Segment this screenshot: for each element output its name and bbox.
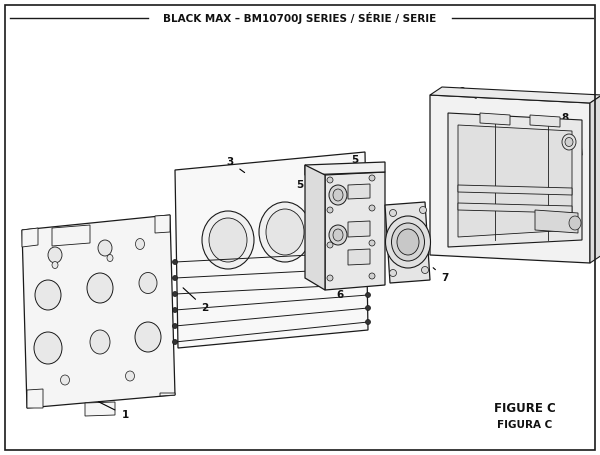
Ellipse shape [136, 238, 145, 249]
Ellipse shape [61, 375, 70, 385]
Polygon shape [535, 210, 578, 233]
Polygon shape [530, 115, 560, 127]
Ellipse shape [35, 280, 61, 310]
Ellipse shape [329, 185, 347, 205]
Text: 8: 8 [562, 113, 569, 132]
Ellipse shape [209, 218, 247, 262]
Ellipse shape [369, 205, 375, 211]
Ellipse shape [329, 225, 347, 245]
Polygon shape [385, 202, 430, 283]
Ellipse shape [319, 205, 351, 245]
Ellipse shape [327, 275, 333, 281]
Polygon shape [22, 228, 38, 247]
Ellipse shape [369, 240, 375, 246]
Polygon shape [480, 113, 510, 125]
Text: BLACK MAX – BM10700J SERIES / SÉRIE / SERIE: BLACK MAX – BM10700J SERIES / SÉRIE / SE… [163, 12, 437, 24]
Text: FIGURE C: FIGURE C [494, 401, 556, 415]
Polygon shape [458, 125, 572, 237]
Ellipse shape [173, 292, 178, 297]
Ellipse shape [365, 266, 371, 271]
Polygon shape [448, 113, 582, 247]
Text: 6: 6 [337, 282, 345, 300]
Text: 4: 4 [304, 198, 318, 210]
Ellipse shape [259, 202, 311, 262]
Ellipse shape [392, 223, 425, 261]
Ellipse shape [333, 189, 343, 201]
Text: 1: 1 [99, 402, 128, 420]
Ellipse shape [48, 247, 62, 263]
Polygon shape [155, 215, 170, 233]
Ellipse shape [107, 254, 113, 262]
Ellipse shape [365, 305, 371, 310]
Ellipse shape [327, 242, 333, 248]
Ellipse shape [202, 211, 254, 269]
Ellipse shape [565, 137, 573, 147]
Polygon shape [305, 162, 385, 175]
Ellipse shape [419, 207, 427, 213]
Text: 2: 2 [183, 288, 209, 313]
Polygon shape [22, 215, 175, 408]
Ellipse shape [569, 216, 581, 230]
Text: 5: 5 [348, 155, 359, 175]
Ellipse shape [397, 229, 419, 255]
Ellipse shape [327, 207, 333, 213]
Text: 5: 5 [296, 180, 311, 190]
Polygon shape [458, 185, 572, 195]
Ellipse shape [173, 275, 178, 280]
Ellipse shape [90, 330, 110, 354]
Ellipse shape [386, 216, 431, 268]
Ellipse shape [87, 273, 113, 303]
Ellipse shape [173, 308, 178, 313]
Ellipse shape [333, 229, 343, 241]
Polygon shape [348, 249, 370, 265]
Ellipse shape [135, 322, 161, 352]
Polygon shape [590, 95, 600, 263]
Ellipse shape [313, 199, 357, 251]
Ellipse shape [562, 134, 576, 150]
Ellipse shape [98, 240, 112, 256]
Text: 7: 7 [433, 268, 449, 283]
Polygon shape [52, 225, 90, 246]
Ellipse shape [173, 324, 178, 329]
Ellipse shape [421, 267, 428, 273]
Ellipse shape [389, 269, 397, 277]
Ellipse shape [139, 273, 157, 293]
Ellipse shape [365, 319, 371, 324]
Text: FIGURA C: FIGURA C [497, 420, 553, 430]
Polygon shape [458, 203, 572, 213]
Polygon shape [160, 393, 175, 396]
Ellipse shape [34, 332, 62, 364]
Polygon shape [558, 130, 582, 155]
Text: 9: 9 [458, 87, 476, 98]
Ellipse shape [173, 259, 178, 264]
Ellipse shape [365, 293, 371, 298]
Ellipse shape [52, 262, 58, 268]
Polygon shape [305, 165, 325, 290]
Ellipse shape [389, 209, 397, 217]
Ellipse shape [266, 209, 304, 255]
Ellipse shape [327, 177, 333, 183]
Ellipse shape [125, 371, 134, 381]
Ellipse shape [369, 273, 375, 279]
Polygon shape [325, 172, 385, 290]
Polygon shape [430, 95, 590, 263]
Polygon shape [430, 87, 600, 103]
Polygon shape [27, 389, 43, 408]
Polygon shape [85, 402, 115, 416]
Text: 3: 3 [226, 157, 245, 172]
Polygon shape [175, 152, 368, 348]
Ellipse shape [347, 252, 361, 268]
Ellipse shape [344, 248, 364, 272]
Ellipse shape [173, 339, 178, 344]
Ellipse shape [369, 175, 375, 181]
Polygon shape [348, 221, 370, 237]
Ellipse shape [365, 249, 371, 254]
Ellipse shape [365, 282, 371, 287]
Polygon shape [348, 184, 370, 199]
